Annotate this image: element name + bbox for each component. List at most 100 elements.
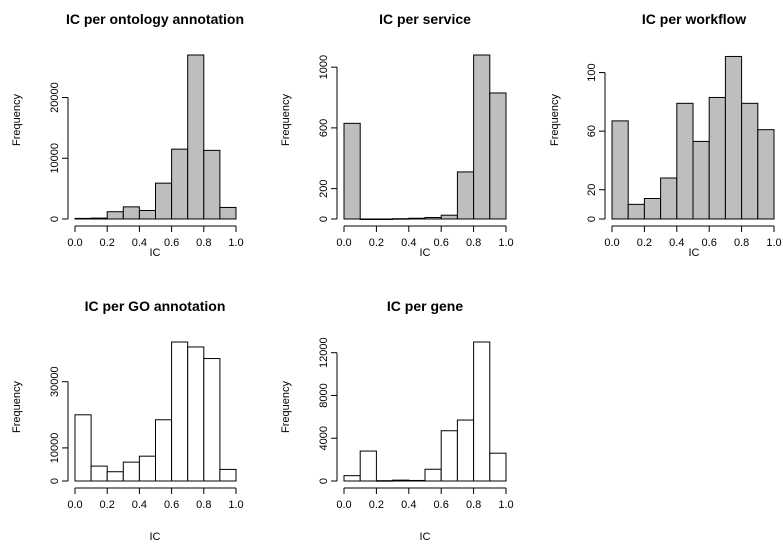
histogram-bar bbox=[473, 54, 491, 220]
histogram-bar bbox=[74, 217, 92, 220]
histogram-bar bbox=[692, 140, 710, 220]
histogram-bar bbox=[155, 182, 173, 220]
y-tick-label: 60 bbox=[586, 125, 598, 137]
histogram-bar bbox=[375, 218, 394, 220]
chart-title: IC per gene bbox=[387, 298, 463, 314]
y-tick-label: 20 bbox=[586, 184, 598, 196]
x-tick-label: 0.4 bbox=[401, 499, 416, 511]
y-tick-label: 600 bbox=[318, 119, 330, 137]
x-tick-label: 1.0 bbox=[228, 237, 243, 249]
histogram-bar bbox=[171, 341, 189, 482]
histogram-bar bbox=[187, 346, 205, 482]
histogram-bar bbox=[106, 211, 124, 220]
x-tick-label: 0.4 bbox=[132, 237, 147, 249]
x-tick-label: 0.0 bbox=[604, 237, 619, 249]
histogram-bar bbox=[424, 468, 442, 482]
x-tick-label: 0.8 bbox=[734, 237, 749, 249]
histogram-bar bbox=[489, 92, 507, 220]
histogram-bar bbox=[408, 479, 426, 482]
histogram-bar bbox=[708, 96, 726, 220]
histogram-bar bbox=[138, 209, 156, 220]
x-axis-label: IC bbox=[420, 531, 431, 543]
histogram-bar bbox=[155, 419, 173, 482]
y-tick-label: 0 bbox=[586, 216, 598, 222]
histogram-bar bbox=[203, 149, 221, 220]
x-tick-label: 0.4 bbox=[669, 237, 684, 249]
y-axis-label: Frequency bbox=[11, 381, 23, 433]
panel-ic-per-service: IC per service IC Frequency 0.0 0.2 0.4 0.6… bbox=[280, 11, 514, 259]
histogram-bar bbox=[408, 217, 426, 220]
histogram-bar bbox=[627, 203, 645, 220]
histogram-bar bbox=[138, 455, 156, 482]
chart-title: IC per GO annotation bbox=[85, 298, 226, 314]
x-axis-label: IC bbox=[150, 531, 161, 543]
x-tick-label: 0.2 bbox=[369, 499, 384, 511]
histogram-bar bbox=[456, 419, 475, 482]
histogram-bar bbox=[219, 468, 237, 482]
histogram-bar bbox=[611, 120, 629, 220]
x-axis-label: IC bbox=[420, 247, 431, 259]
y-tick-label: 10000 bbox=[49, 143, 61, 174]
panel-ic-per-go-annotation: IC per GO annotation IC Frequency 0.0 0.2… bbox=[11, 298, 244, 543]
y-tick-label: 0 bbox=[318, 216, 330, 222]
x-axis-label: IC bbox=[150, 247, 161, 259]
x-tick-label: 0.6 bbox=[434, 237, 449, 249]
x-tick-label: 0.2 bbox=[100, 499, 115, 511]
y-axis-label: Frequency bbox=[280, 94, 292, 146]
x-tick-label: 0.8 bbox=[466, 237, 481, 249]
histogram-bar bbox=[676, 102, 694, 220]
histogram-bar bbox=[90, 465, 108, 482]
y-tick-label: 12000 bbox=[318, 337, 330, 368]
histogram-bar bbox=[643, 198, 662, 220]
y-tick-label: 1000 bbox=[318, 55, 330, 79]
x-tick-label: 0.8 bbox=[196, 237, 211, 249]
x-tick-label: 1.0 bbox=[498, 499, 513, 511]
x-tick-label: 0.4 bbox=[401, 237, 416, 249]
histogram-bar bbox=[489, 452, 507, 482]
histogram-bar bbox=[392, 479, 410, 482]
histogram-bar bbox=[187, 54, 205, 220]
histogram-bar bbox=[440, 430, 458, 482]
x-tick-label: 0.6 bbox=[164, 237, 179, 249]
histogram-bar bbox=[660, 177, 678, 220]
x-tick-label: 0.6 bbox=[434, 499, 449, 511]
x-tick-label: 0.6 bbox=[164, 499, 179, 511]
x-axis-label: IC bbox=[689, 247, 700, 259]
histogram-bar bbox=[456, 171, 475, 220]
histogram-bar bbox=[424, 216, 442, 220]
chart-title: IC per service bbox=[379, 11, 471, 27]
y-tick-label: 0 bbox=[318, 478, 330, 484]
y-tick-label: 20000 bbox=[49, 82, 61, 113]
panel-ic-per-workflow: IC per workflow IC Frequency 0.0 0.2 0.4 0.… bbox=[549, 11, 782, 259]
x-tick-label: 0.2 bbox=[100, 237, 115, 249]
x-tick-label: 0.8 bbox=[196, 499, 211, 511]
x-tick-label: 0.0 bbox=[336, 499, 351, 511]
histogram-bar bbox=[219, 206, 237, 220]
y-tick-label: 100 bbox=[586, 63, 598, 81]
chart-title: IC per ontology annotation bbox=[66, 11, 244, 27]
histogram-bar bbox=[375, 480, 394, 482]
y-axis-label: Frequency bbox=[11, 94, 23, 146]
histogram-bar bbox=[724, 55, 743, 220]
x-tick-label: 1.0 bbox=[766, 237, 781, 249]
x-tick-label: 0.4 bbox=[132, 499, 147, 511]
histogram-bar bbox=[343, 475, 361, 482]
x-tick-label: 0.6 bbox=[702, 237, 717, 249]
y-tick-label: 10000 bbox=[49, 433, 61, 464]
panel-ic-per-ontology-annotation: IC per ontology annotation IC Frequency … bbox=[11, 11, 244, 259]
histogram-bar bbox=[757, 129, 775, 220]
histogram-bar bbox=[473, 341, 491, 482]
histogram-bar bbox=[171, 148, 189, 220]
x-tick-label: 1.0 bbox=[228, 499, 243, 511]
y-tick-label: 8000 bbox=[318, 383, 330, 407]
y-tick-label: 200 bbox=[318, 179, 330, 197]
x-tick-label: 0.2 bbox=[369, 237, 384, 249]
x-tick-label: 0.0 bbox=[67, 499, 82, 511]
histogram-bar bbox=[74, 414, 92, 482]
y-axis-label: Frequency bbox=[549, 94, 561, 146]
y-tick-label: 0 bbox=[49, 478, 61, 484]
x-tick-label: 1.0 bbox=[498, 237, 513, 249]
histogram-bar bbox=[122, 206, 140, 220]
histogram-bar bbox=[106, 471, 124, 482]
